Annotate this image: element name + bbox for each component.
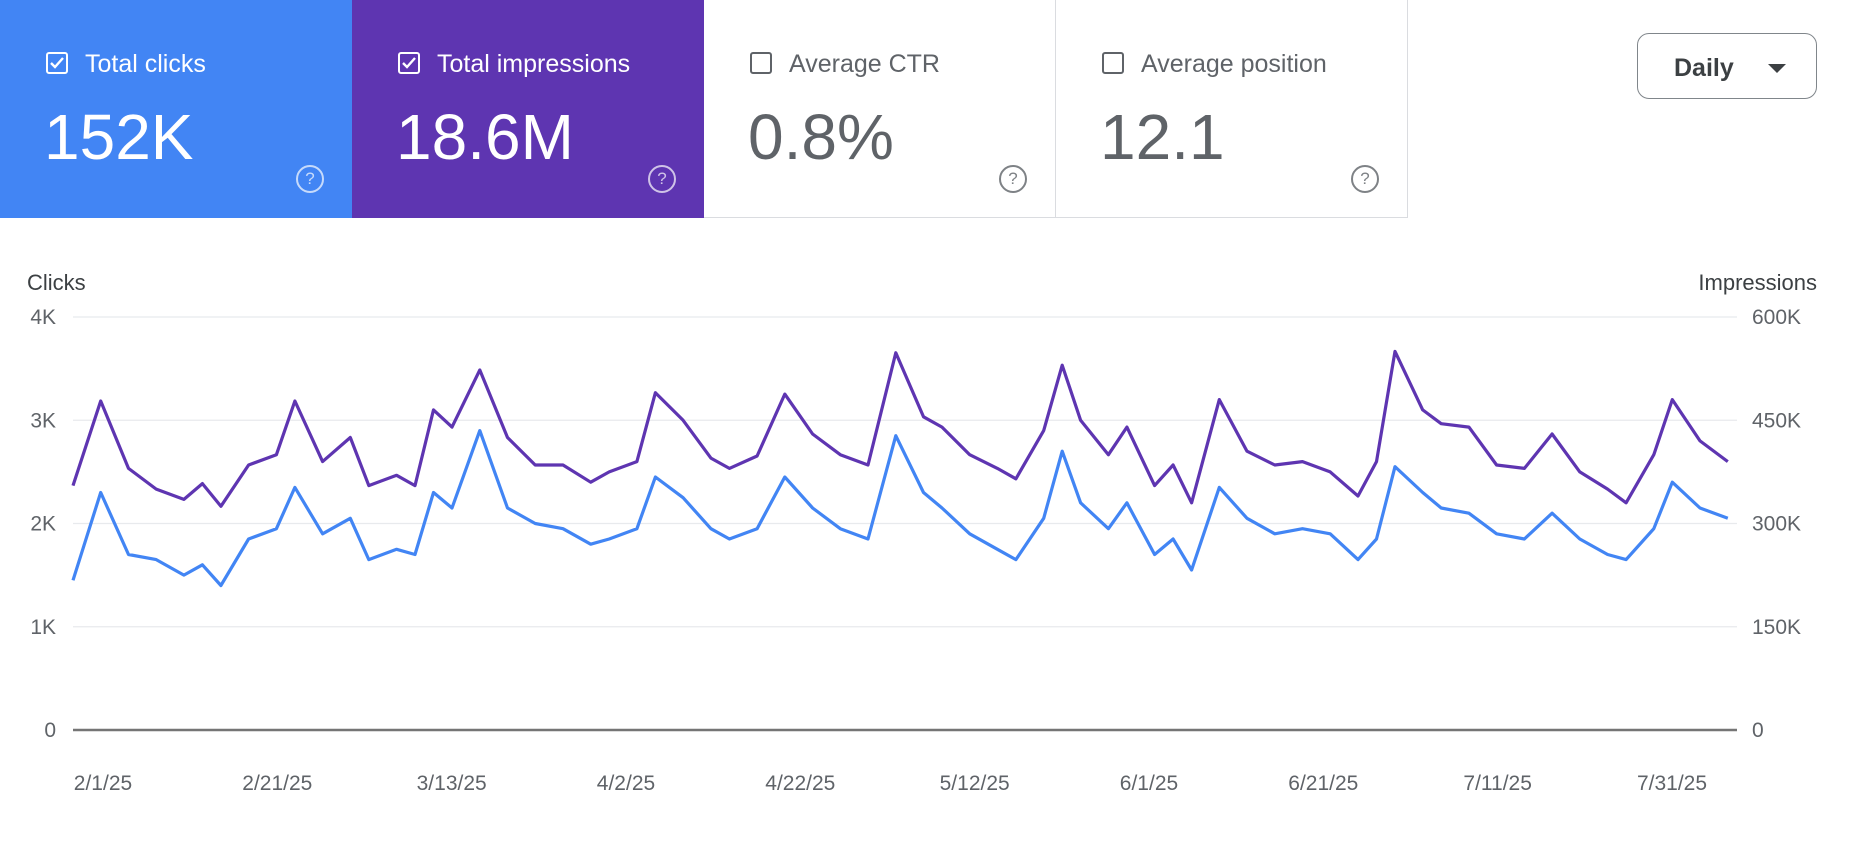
help-icon[interactable]: ? bbox=[296, 165, 324, 193]
card-label: Total impressions bbox=[437, 50, 631, 78]
card-value: 152K bbox=[44, 101, 194, 173]
y-right-tick-label: 600K bbox=[1752, 306, 1801, 329]
checkbox-checked-icon[interactable] bbox=[398, 52, 420, 74]
y-right-tick-label: 450K bbox=[1752, 409, 1801, 432]
y-left-tick-label: 3K bbox=[30, 409, 56, 432]
card-value: 12.1 bbox=[1100, 101, 1225, 173]
y-left-tick-label: 1K bbox=[30, 616, 56, 639]
x-tick-label: 7/31/25 bbox=[1637, 772, 1707, 795]
x-tick-label: 2/1/25 bbox=[74, 772, 132, 795]
granularity-dropdown[interactable]: Daily bbox=[1637, 33, 1817, 99]
card-label: Average position bbox=[1141, 50, 1327, 78]
series-lines bbox=[71, 349, 1729, 588]
impressions-series-line bbox=[71, 349, 1729, 508]
checkbox-unchecked-icon[interactable] bbox=[1102, 52, 1124, 74]
checkbox-unchecked-icon[interactable] bbox=[750, 52, 772, 74]
x-tick-label: 6/1/25 bbox=[1120, 772, 1178, 795]
y-right-tick-label: 0 bbox=[1752, 719, 1764, 742]
y-left-axis-title: Clicks bbox=[27, 270, 86, 295]
y-right-tick-label: 300K bbox=[1752, 513, 1801, 536]
x-tick-label: 5/12/25 bbox=[940, 772, 1010, 795]
card-label: Total clicks bbox=[85, 50, 206, 78]
x-tick-label: 6/21/25 bbox=[1288, 772, 1358, 795]
metric-cards: Total clicks 152K ? Total impressions 18… bbox=[0, 0, 1408, 218]
help-icon[interactable]: ? bbox=[1351, 165, 1379, 193]
x-ticks: 2/1/25 2/21/25 3/13/25 4/2/25 4/22/25 5/12/25… bbox=[74, 772, 1707, 795]
help-icon[interactable]: ? bbox=[648, 165, 676, 193]
x-tick-label: 4/22/25 bbox=[765, 772, 835, 795]
gridlines bbox=[73, 316, 1737, 732]
caret-down-icon bbox=[1768, 64, 1786, 73]
card-value: 0.8% bbox=[748, 101, 894, 173]
average-position-card[interactable]: Average position 12.1 ? bbox=[1056, 0, 1408, 218]
average-ctr-card[interactable]: Average CTR 0.8% ? bbox=[704, 0, 1056, 218]
clicks-series-line bbox=[71, 429, 1729, 588]
total-clicks-card[interactable]: Total clicks 152K ? bbox=[0, 0, 352, 218]
help-icon[interactable]: ? bbox=[999, 165, 1027, 193]
y-right-ticks: 0 150K 300K 450K 600K bbox=[1752, 306, 1801, 742]
y-left-tick-label: 2K bbox=[30, 513, 56, 536]
x-tick-label: 2/21/25 bbox=[242, 772, 312, 795]
x-tick-label: 7/11/25 bbox=[1463, 772, 1532, 795]
card-value: 18.6M bbox=[396, 101, 574, 173]
total-impressions-card[interactable]: Total impressions 18.6M ? bbox=[352, 0, 704, 218]
y-left-tick-label: 0 bbox=[44, 719, 56, 742]
card-label: Average CTR bbox=[789, 50, 940, 78]
performance-chart: 0 1K 2K 3K 4K 0 150K 300K 450K 600K 2/1/25 2/21/2… bbox=[30, 306, 1801, 795]
x-tick-label: 3/13/25 bbox=[417, 772, 487, 795]
y-left-ticks: 0 1K 2K 3K 4K bbox=[30, 306, 56, 742]
granularity-label: Daily bbox=[1674, 54, 1734, 82]
x-tick-label: 4/2/25 bbox=[597, 772, 655, 795]
y-left-tick-label: 4K bbox=[30, 306, 56, 329]
y-right-tick-label: 150K bbox=[1752, 616, 1801, 639]
checkbox-checked-icon[interactable] bbox=[46, 52, 68, 74]
y-right-axis-title: Impressions bbox=[1698, 270, 1817, 295]
